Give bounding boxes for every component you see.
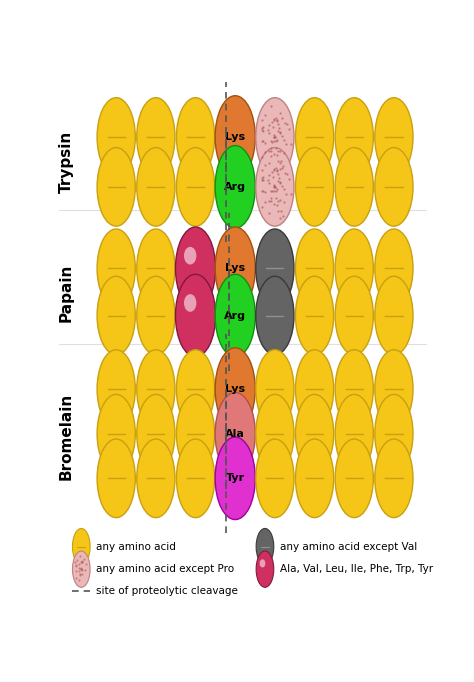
Ellipse shape	[295, 229, 334, 308]
Text: site of proteolytic cleavage: site of proteolytic cleavage	[96, 587, 238, 596]
Ellipse shape	[97, 394, 135, 473]
Ellipse shape	[295, 439, 334, 518]
Ellipse shape	[97, 147, 135, 226]
Text: Bromelain: Bromelain	[59, 393, 74, 480]
Ellipse shape	[176, 350, 215, 428]
Ellipse shape	[184, 247, 196, 265]
Ellipse shape	[176, 394, 215, 473]
Text: Arg: Arg	[224, 182, 246, 192]
Ellipse shape	[335, 229, 374, 308]
Ellipse shape	[335, 394, 374, 473]
Ellipse shape	[375, 394, 413, 473]
Ellipse shape	[375, 350, 413, 428]
Text: any amino acid except Val: any amino acid except Val	[280, 542, 417, 552]
Ellipse shape	[335, 276, 374, 355]
Ellipse shape	[256, 229, 294, 308]
Text: any amino acid: any amino acid	[96, 542, 176, 552]
Ellipse shape	[295, 98, 334, 176]
Ellipse shape	[335, 350, 374, 428]
Ellipse shape	[175, 227, 216, 310]
Ellipse shape	[256, 98, 294, 176]
Ellipse shape	[256, 147, 294, 226]
Ellipse shape	[97, 276, 135, 355]
Text: Lys: Lys	[225, 263, 245, 273]
Ellipse shape	[176, 98, 215, 176]
Text: Tyr: Tyr	[226, 473, 245, 484]
Ellipse shape	[256, 394, 294, 473]
Ellipse shape	[97, 229, 135, 308]
Ellipse shape	[137, 147, 175, 226]
Ellipse shape	[137, 276, 175, 355]
Ellipse shape	[295, 276, 334, 355]
Ellipse shape	[215, 274, 255, 357]
Ellipse shape	[73, 529, 90, 565]
Ellipse shape	[175, 274, 216, 357]
Ellipse shape	[375, 98, 413, 176]
Ellipse shape	[256, 551, 274, 587]
Ellipse shape	[335, 439, 374, 518]
Ellipse shape	[176, 147, 215, 226]
Ellipse shape	[137, 350, 175, 428]
Ellipse shape	[137, 98, 175, 176]
Ellipse shape	[295, 394, 334, 473]
Ellipse shape	[176, 439, 215, 518]
Ellipse shape	[137, 439, 175, 518]
Ellipse shape	[375, 276, 413, 355]
Ellipse shape	[256, 350, 294, 428]
Text: Trypsin: Trypsin	[59, 130, 74, 193]
Ellipse shape	[137, 394, 175, 473]
Text: Lys: Lys	[225, 132, 245, 142]
Text: any amino acid except Pro: any amino acid except Pro	[96, 564, 234, 574]
Ellipse shape	[335, 147, 374, 226]
Ellipse shape	[256, 276, 294, 355]
Text: Arg: Arg	[224, 310, 246, 321]
Ellipse shape	[184, 294, 196, 312]
Ellipse shape	[215, 227, 255, 310]
Ellipse shape	[375, 147, 413, 226]
Text: Ala, Val, Leu, Ile, Phe, Trp, Tyr: Ala, Val, Leu, Ile, Phe, Trp, Tyr	[280, 564, 433, 574]
Ellipse shape	[335, 98, 374, 176]
Ellipse shape	[137, 229, 175, 308]
Ellipse shape	[97, 98, 135, 176]
Ellipse shape	[97, 350, 135, 428]
Ellipse shape	[215, 146, 255, 228]
Text: Ala: Ala	[225, 429, 245, 439]
Ellipse shape	[215, 348, 255, 430]
Ellipse shape	[295, 147, 334, 226]
Ellipse shape	[97, 439, 135, 518]
Ellipse shape	[215, 95, 255, 178]
Ellipse shape	[256, 529, 274, 565]
Ellipse shape	[375, 229, 413, 308]
Ellipse shape	[256, 439, 294, 518]
Ellipse shape	[215, 437, 255, 520]
Text: Lys: Lys	[225, 384, 245, 394]
Ellipse shape	[215, 392, 255, 475]
Ellipse shape	[375, 439, 413, 518]
Ellipse shape	[260, 559, 265, 567]
Text: Papain: Papain	[59, 264, 74, 322]
Ellipse shape	[73, 551, 90, 587]
Ellipse shape	[295, 350, 334, 428]
